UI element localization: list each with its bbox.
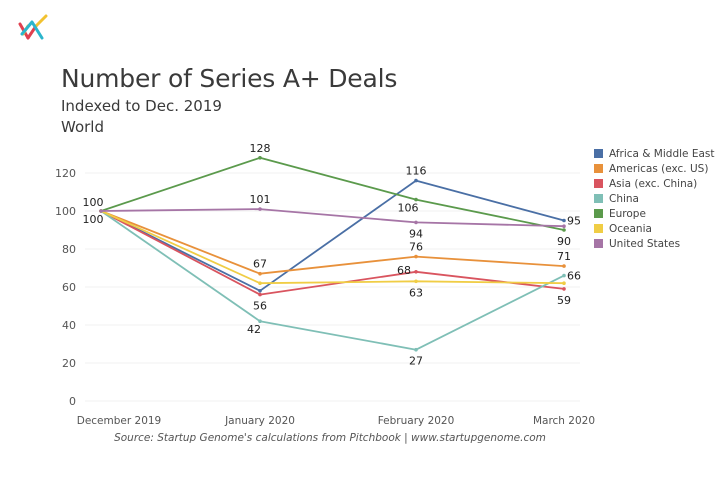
data-label: 106 (398, 202, 419, 215)
legend-item[interactable]: Americas (exc. US) (594, 161, 715, 176)
legend-item[interactable]: Europe (594, 206, 715, 221)
source-note: Source: Startup Genome's calculations fr… (114, 432, 546, 444)
chart-title: Number of Series A+ Deals (61, 64, 398, 93)
series-line-oceania (100, 210, 565, 285)
y-tick-label: 60 (62, 281, 76, 294)
y-tick-label: 0 (69, 395, 76, 408)
y-axis-ticks: 0 20 40 60 80 100 120 (55, 167, 76, 408)
data-label: 116 (406, 165, 427, 178)
data-label: 56 (253, 300, 267, 313)
legend-label: United States (609, 237, 681, 250)
data-label: 94 (409, 227, 423, 240)
data-point (562, 218, 566, 223)
series-line-americas-exc-us- (100, 210, 565, 275)
data-point (414, 254, 418, 259)
legend-label: Europe (609, 207, 646, 220)
y-tick-label: 80 (62, 243, 76, 256)
data-label: 68 (397, 264, 411, 277)
legend-label: Asia (exc. China) (609, 177, 698, 190)
data-point (99, 209, 103, 213)
data-label: 101 (250, 193, 271, 206)
legend-swatch (594, 194, 603, 203)
legend-item[interactable]: China (594, 191, 715, 206)
y-tick-label: 120 (55, 167, 76, 180)
data-label: 63 (409, 286, 423, 299)
legend-swatch (594, 164, 603, 173)
data-point (258, 271, 262, 276)
data-label: 27 (409, 355, 423, 368)
data-label: 66 (567, 270, 581, 283)
data-label: 59 (557, 294, 571, 307)
legend: Africa & Middle East Americas (exc. US) As… (594, 146, 715, 251)
data-label: 76 (409, 241, 423, 254)
legend-label: Oceania (609, 222, 652, 235)
data-point (414, 279, 418, 284)
chart-subtitle: Indexed to Dec. 2019 (61, 97, 222, 115)
data-point (258, 207, 262, 211)
series-line-europe (100, 156, 565, 231)
data-label: 100 (83, 196, 104, 209)
legend-swatch (594, 149, 603, 158)
data-point (414, 178, 418, 183)
data-point (414, 270, 418, 274)
data-point (562, 273, 566, 278)
x-tick-label: January 2020 (224, 415, 295, 427)
series-line-united-states (100, 208, 565, 228)
startup-genome-logo-icon (18, 14, 48, 40)
y-tick-label: 100 (55, 205, 76, 218)
data-point (414, 220, 418, 225)
series-line-africa-middle-east (100, 179, 565, 292)
legend-item[interactable]: Africa & Middle East (594, 146, 715, 161)
legend-swatch (594, 179, 603, 188)
series-lines (99, 156, 566, 352)
series-line-china (100, 210, 565, 351)
data-label: 42 (247, 323, 261, 336)
data-point (562, 281, 566, 286)
series-line-asia-exc-china- (100, 210, 565, 296)
legend-swatch (594, 239, 603, 248)
data-label: 100 (83, 213, 104, 226)
x-axis-ticks: December 2019 January 2020 February 2020 Ma… (77, 415, 595, 427)
legend-label: China (609, 192, 639, 205)
legend-item[interactable]: United States (594, 236, 715, 251)
data-point (258, 289, 262, 293)
legend-label: Africa & Middle East (609, 147, 715, 160)
data-point (562, 287, 566, 291)
data-label: 95 (567, 215, 581, 228)
data-point (562, 224, 566, 228)
data-label: 90 (557, 235, 571, 248)
grid-lines (85, 172, 580, 402)
legend-swatch (594, 224, 603, 233)
x-tick-label: December 2019 (77, 415, 162, 427)
x-tick-label: February 2020 (378, 415, 455, 427)
x-tick-label: March 2020 (533, 415, 595, 427)
legend-label: Americas (exc. US) (609, 162, 709, 175)
y-tick-label: 40 (62, 319, 76, 332)
data-point (562, 228, 566, 232)
data-point (258, 281, 262, 286)
data-point (258, 292, 262, 297)
data-label: 67 (253, 258, 267, 271)
data-label: 128 (250, 142, 271, 155)
legend-item[interactable]: Asia (exc. China) (594, 176, 715, 191)
data-point (562, 264, 566, 268)
legend-swatch (594, 209, 603, 218)
y-tick-label: 20 (62, 357, 76, 370)
legend-item[interactable]: Oceania (594, 221, 715, 236)
data-point (258, 319, 262, 324)
data-label: 71 (557, 250, 571, 263)
data-point (258, 156, 262, 160)
data-point (414, 347, 418, 352)
chart-region: World (61, 118, 104, 136)
data-point (414, 197, 418, 202)
